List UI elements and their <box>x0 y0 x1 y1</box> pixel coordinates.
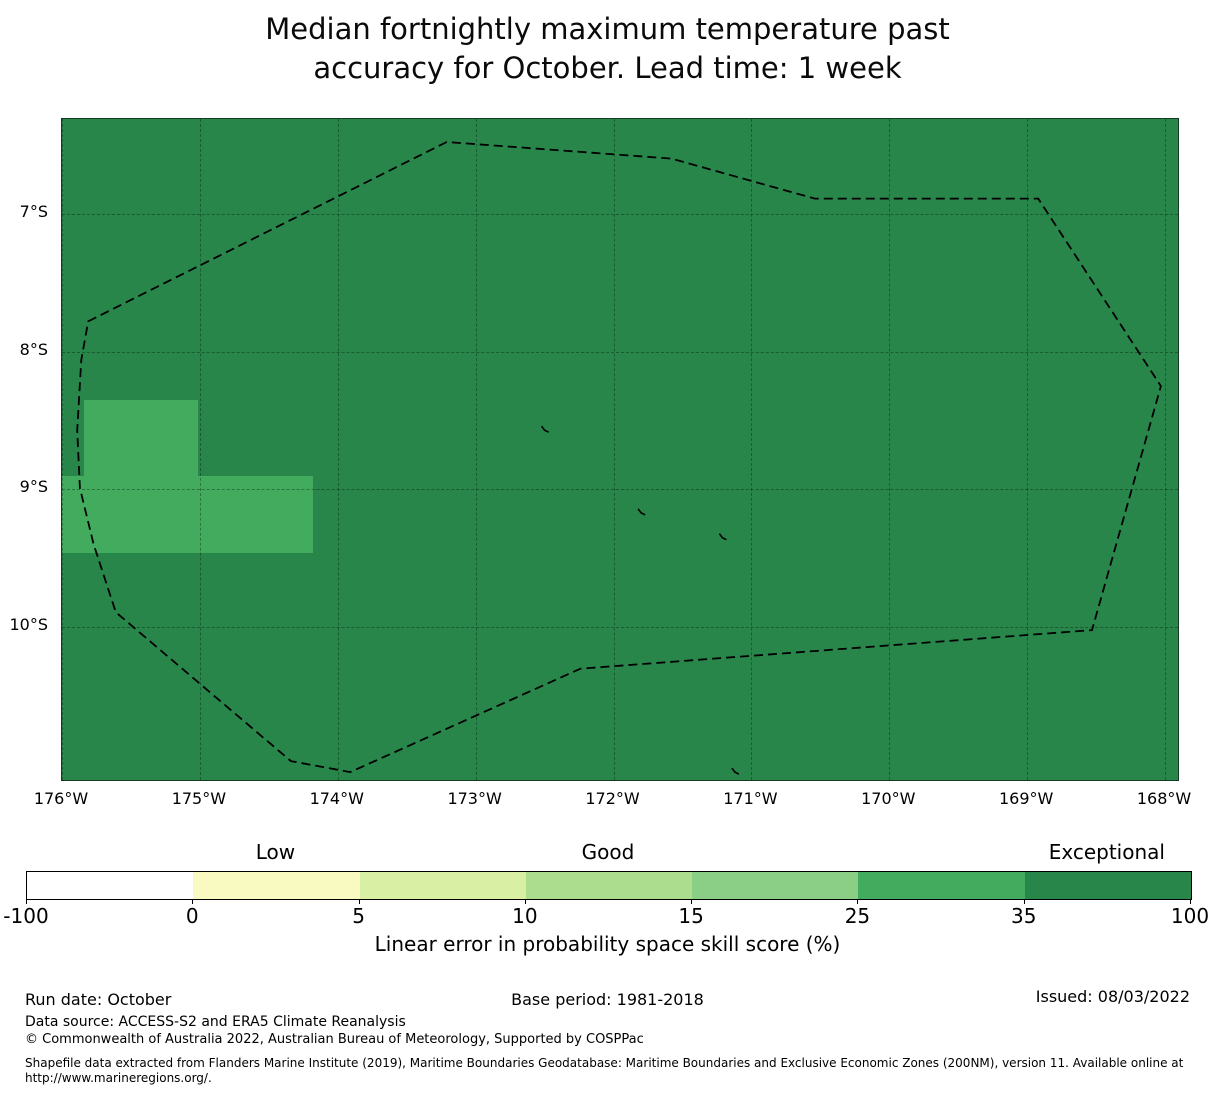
x-tick-label: 176°W <box>33 789 89 808</box>
parallel-gridline <box>62 351 1178 353</box>
colorbar-tick <box>26 899 27 904</box>
footer-shapefile-url: http://www.marineregions.org/. <box>25 1071 212 1085</box>
x-tick-label: 173°W <box>447 789 502 808</box>
colorbar-tick-label: -100 <box>3 904 49 928</box>
footer-copyright: © Commonwealth of Australia 2022, Austra… <box>25 1032 644 1047</box>
colorbar-tick <box>358 899 360 904</box>
colorbar-tick <box>1023 899 1025 904</box>
chart-title-line2: accuracy for October. Lead time: 1 week <box>313 51 902 85</box>
colorbar-category-label: Low <box>255 840 296 864</box>
colorbar-tick-label: 5 <box>352 904 365 928</box>
meridian-gridline <box>337 119 339 780</box>
island-mark <box>637 508 646 516</box>
footer-issued-date: Issued: 08/03/2022 <box>1035 987 1190 1006</box>
footer-run-date: Run date: October <box>25 990 172 1009</box>
gridline-layer <box>62 119 1178 780</box>
colorbar-tick <box>857 899 859 904</box>
colorbar-segment <box>525 872 693 899</box>
colorbar-tick <box>524 899 526 904</box>
x-tick-label: 174°W <box>309 789 364 808</box>
island-mark <box>731 767 740 775</box>
colorbar-segment <box>692 872 859 899</box>
parallel-gridline <box>62 213 1178 215</box>
colorbar-tick-label: 25 <box>844 904 871 928</box>
colorbar-tick-label: 35 <box>1010 904 1037 928</box>
x-tick-label: 172°W <box>585 789 640 808</box>
y-tick-label: 9°S <box>19 477 48 497</box>
footer-shapefile-notice-line1: Shapefile data extracted from Flanders M… <box>25 1056 1184 1070</box>
meridian-gridline <box>1165 119 1167 780</box>
colorbar-segment <box>27 872 194 899</box>
colorbar-segment <box>193 872 360 899</box>
colorbar-segment <box>1024 872 1191 899</box>
eez-boundary-layer <box>76 141 1162 775</box>
x-tick-label: 171°W <box>723 789 778 808</box>
parallel-gridline <box>62 627 1178 629</box>
skill-cell-25-35 <box>84 399 199 476</box>
colorbar-category-label: Exceptional <box>1048 840 1165 864</box>
skill-cells-layer <box>62 119 1178 780</box>
island-mark <box>718 533 727 541</box>
footer-base-period: Base period: 1981-2018 <box>511 990 704 1009</box>
colorbar-segment <box>858 872 1025 899</box>
colorbar-tick <box>192 899 194 904</box>
colorbar-tick-label: 0 <box>185 904 199 928</box>
colorbar-category-label: Good <box>581 840 635 864</box>
meridian-gridline <box>613 119 615 780</box>
colorbar <box>26 871 1192 900</box>
meridian-gridline <box>199 119 201 780</box>
chart-title: Median fortnightly maximum temperature p… <box>0 10 1215 88</box>
eez-dashed-boundary <box>76 141 1162 774</box>
parallel-gridline <box>62 489 1178 491</box>
x-tick-label: 169°W <box>998 789 1054 808</box>
colorbar-tick-label: 100 <box>1170 904 1210 928</box>
colorbar-tick-label: 15 <box>678 904 704 928</box>
x-tick-label: 175°W <box>171 789 227 808</box>
y-tick-label: 10°S <box>9 615 48 635</box>
meridian-gridline <box>62 119 63 780</box>
skill-cell-25-35 <box>62 475 313 553</box>
island-mark <box>540 425 549 433</box>
meridian-gridline <box>751 119 753 780</box>
map-plot-area <box>61 118 1179 781</box>
x-tick-label: 168°W <box>1136 789 1192 808</box>
colorbar-segment <box>359 872 526 899</box>
x-tick-label: 170°W <box>861 789 916 808</box>
meridian-gridline <box>889 119 891 780</box>
footer-data-source: Data source: ACCESS-S2 and ERA5 Climate … <box>25 1014 406 1030</box>
colorbar-tick <box>1190 899 1191 904</box>
colorbar-axis-label: Linear error in probability space skill … <box>374 932 841 956</box>
y-tick-label: 8°S <box>19 339 48 359</box>
meridian-gridline <box>475 119 477 780</box>
chart-title-line1: Median fortnightly maximum temperature p… <box>265 12 950 46</box>
colorbar-tick <box>691 899 693 904</box>
y-tick-label: 7°S <box>19 201 48 221</box>
meridian-gridline <box>1027 119 1029 780</box>
colorbar-tick-label: 10 <box>512 904 538 928</box>
